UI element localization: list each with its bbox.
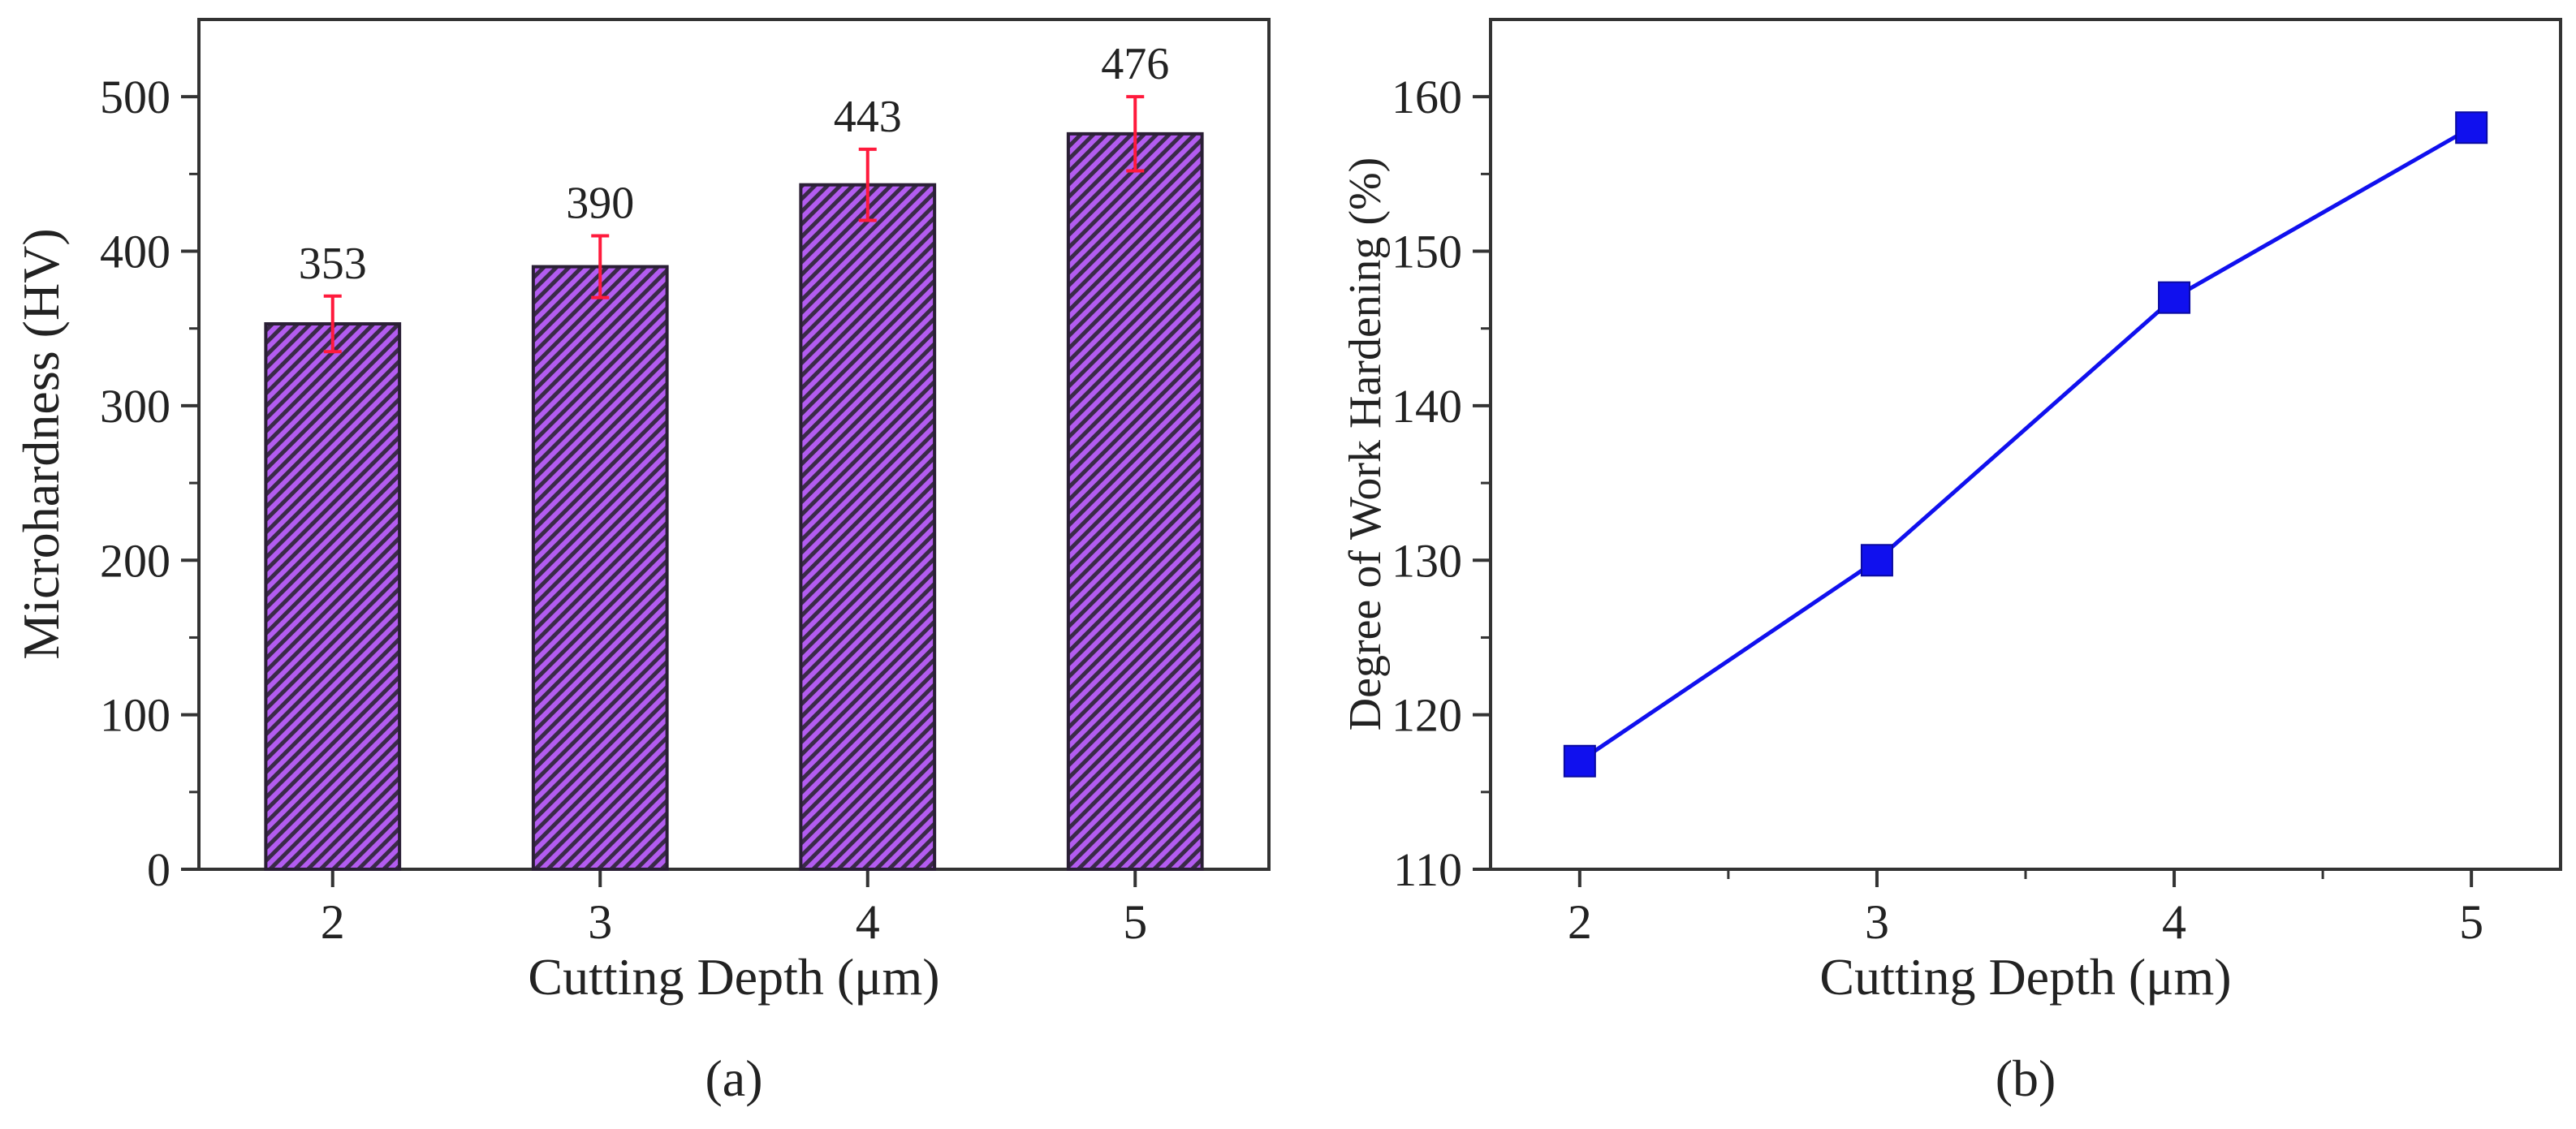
x-axis-ticks-a: 2 3 4 5 [321,869,1147,949]
x-tick-label-a: 4 [856,895,880,949]
y-axis-label-b: Degree of Work Hardening (%) [1340,157,1391,731]
data-labels-a: 353 390 443 476 [299,39,1170,289]
x-tick-label-a: 2 [321,895,345,949]
error-bars-a [323,95,1145,354]
x-tick-label-b: 4 [2162,895,2186,949]
y-tick-label-a: 200 [100,534,170,587]
y-tick-label-b: 120 [1392,689,1462,742]
y-tick-label-a: 500 [100,71,170,123]
y-tick-label-a: 100 [100,689,170,742]
chart-panel-b: 110 120 130 140 150 160 2 3 4 5 Cutting Depth (μ… [1340,18,2562,1107]
plot-frame-b [1489,18,2562,871]
data-label: 390 [566,179,634,229]
series-line [1578,126,2473,763]
panel-label-a: (a) [705,1049,762,1107]
data-label: 443 [834,92,902,142]
x-tick-label-b: 5 [2459,895,2483,949]
plot-frame-a [197,18,1271,871]
bar [1066,131,1204,872]
data-label: 353 [299,239,367,289]
y-tick-label-b: 110 [1393,843,1462,896]
marker-square [1860,544,1893,577]
bar [531,265,669,871]
x-tick-label-b: 3 [1865,895,1889,949]
y-axis-ticks-b: 110 120 130 140 150 160 [1392,71,1491,896]
marker-square [2158,281,2191,314]
marker-square [1563,744,1596,778]
x-tick-label-b: 2 [1568,895,1592,949]
bars-a [264,131,1204,872]
y-tick-label-b: 150 [1392,226,1462,278]
x-axis-label-a: Cutting Depth (μm) [528,948,939,1006]
y-tick-label-a: 300 [100,380,170,433]
panel-label-b: (b) [1996,1049,2056,1107]
markers-b [1563,111,2488,778]
y-tick-label-a: 0 [147,843,170,896]
y-axis-label-a: Microhardness (HV) [12,228,70,659]
bar [264,322,402,871]
series-line-b [1578,126,2473,763]
chart-panel-a: 0 100 200 300 400 500 2 3 4 5 353 390 443 476 Cutti… [12,18,1271,1107]
data-label: 476 [1101,39,1169,89]
y-tick-label-b: 160 [1392,71,1462,123]
y-tick-label-b: 130 [1392,534,1462,587]
marker-square [2455,111,2488,144]
y-axis-ticks-a: 0 100 200 300 400 500 [100,71,199,896]
x-axis-label-b: Cutting Depth (μm) [1819,948,2231,1006]
x-axis-ticks-b: 2 3 4 5 [1568,869,2483,949]
bar [799,183,937,871]
y-tick-label-b: 140 [1392,380,1462,433]
x-tick-label-a: 5 [1123,895,1147,949]
x-tick-label-a: 3 [588,895,612,949]
y-tick-label-a: 400 [100,226,170,278]
